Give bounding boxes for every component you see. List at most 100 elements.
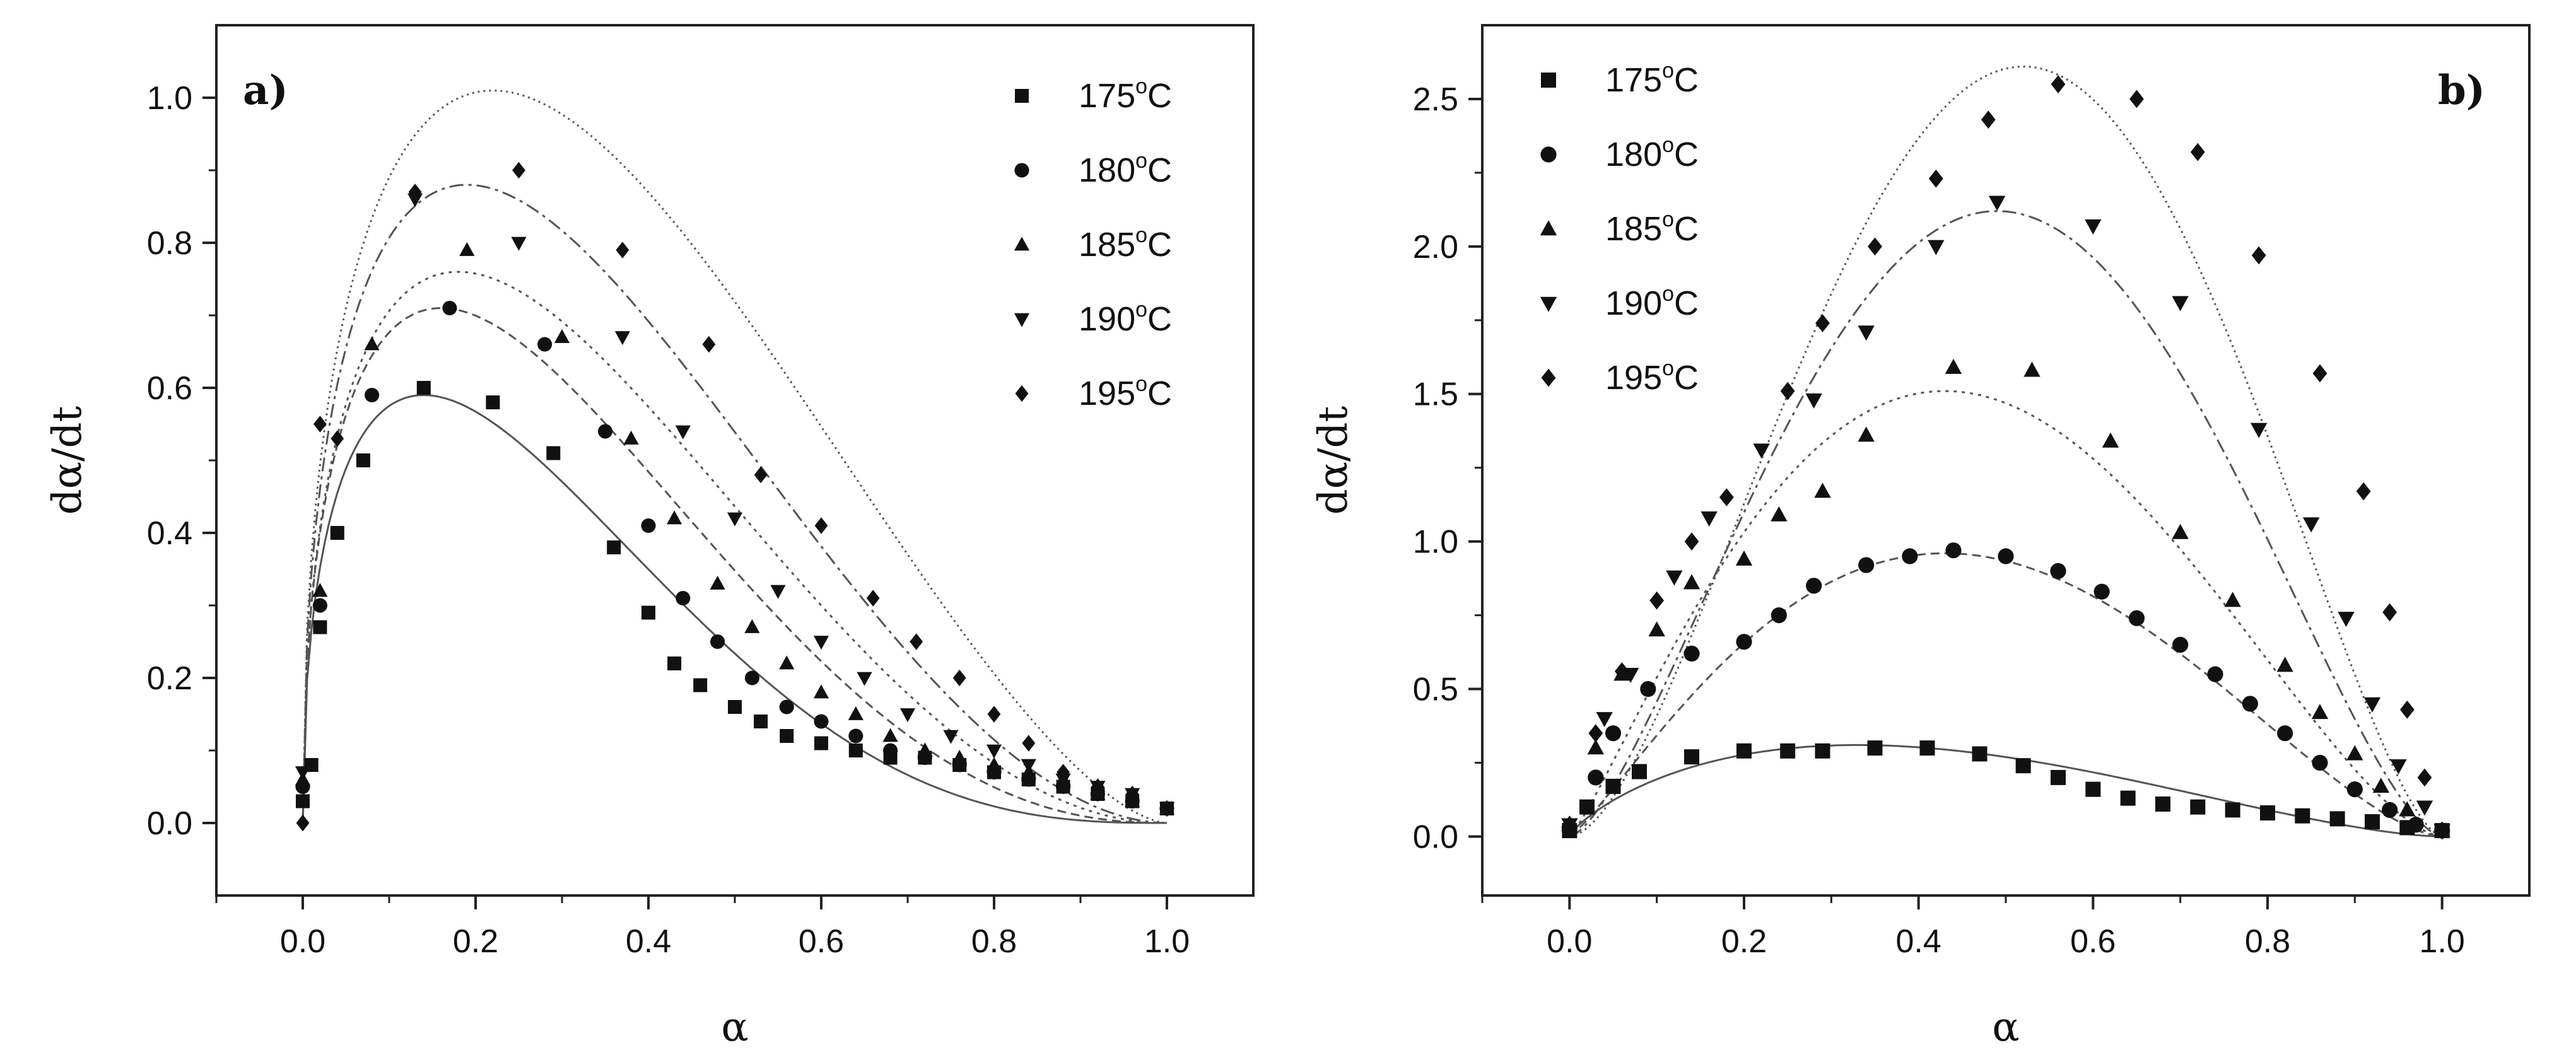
panel-b-point-180 <box>1858 557 1875 573</box>
panel-b-point-180 <box>1683 645 1700 662</box>
panel-b-legend-label-180: 180oC <box>1605 133 1699 173</box>
panel-a-point-195 <box>616 242 629 259</box>
panel-b-point-185 <box>1648 621 1665 637</box>
panel-a-point-175 <box>780 729 794 743</box>
panel-a-point-190 <box>857 672 872 686</box>
panel-a-point-175 <box>296 794 310 808</box>
panel-b-point-175 <box>2190 799 2206 815</box>
panel-b-point-175 <box>2120 790 2136 806</box>
panel-b-x-tick-label: 1.0 <box>2420 923 2465 960</box>
panel-b-y-tick-label: 1.0 <box>1413 524 1458 561</box>
panel-b-point-190 <box>2085 219 2102 235</box>
panel-a-y-tick-label: 1.0 <box>147 80 192 117</box>
panel-b-point-195 <box>2382 603 2397 622</box>
panel-a-x-tick-label: 0.0 <box>280 923 325 960</box>
panel-b-point-185 <box>2346 745 2363 761</box>
panel-a-point-175 <box>607 540 621 554</box>
panel-a-point-190 <box>614 331 630 346</box>
panel-a-point-175 <box>330 526 344 540</box>
panel-a-fit-curve-190 <box>302 184 1168 824</box>
panel-b-point-175 <box>1815 743 1830 759</box>
panel-a-y-tick-label: 0.6 <box>147 370 192 407</box>
panel-b-point-195 <box>2312 364 2327 383</box>
panel-b-point-190 <box>1928 240 1945 255</box>
panel-a-point-180 <box>814 714 829 729</box>
panel-b-point-185 <box>2224 592 2241 607</box>
panel-a-point-175 <box>848 744 863 757</box>
panel-b-point-185 <box>2276 656 2293 672</box>
panel-b-legend-marker-195 <box>1541 368 1556 387</box>
panel-b-point-175 <box>2329 811 2345 827</box>
panel-b-y-tick-label: 2.0 <box>1413 229 1458 266</box>
panel-a-legend-marker-175 <box>1015 89 1029 103</box>
panel-b-point-195 <box>1588 724 1603 743</box>
panel-b-chart: 0.0 0.2 0.4 0.6 0.8 1.0 0.0 0.5 1.0 1.5 2.0 2.5 α dα/… <box>1310 24 2531 1051</box>
panel-b-point-185 <box>1945 358 1962 374</box>
panel-a-point-195 <box>952 669 966 687</box>
panel-b-point-195 <box>1614 662 1629 680</box>
panel-a-legend-marker-195 <box>1015 385 1029 402</box>
panel-b-legend-marker-190 <box>1540 296 1557 312</box>
panel-b-point-180 <box>2172 636 2189 653</box>
panel-a-point-185 <box>813 684 829 699</box>
panel-b-point-175 <box>1632 764 1647 779</box>
panel-b-point-195 <box>2190 143 2205 161</box>
panel-b-point-190 <box>2416 800 2433 816</box>
panel-b-legend-marker-175 <box>1541 73 1556 88</box>
panel-b-point-180 <box>2346 781 2363 798</box>
panel-a-point-185 <box>779 655 795 670</box>
panel-a-point-180 <box>779 699 794 715</box>
panel-a-x-tick-label: 0.4 <box>626 923 671 960</box>
panel-b-point-195 <box>1928 169 1943 188</box>
panel-a-point-185 <box>364 336 380 351</box>
panel-a-point-175 <box>356 453 370 467</box>
panel-a-point-195 <box>1022 735 1036 752</box>
panel-b-point-195 <box>2435 821 2450 840</box>
panel-b-series-195 <box>1562 75 2450 840</box>
panel-b-y-tick-label: 2.5 <box>1413 81 1458 118</box>
panel-b-point-195 <box>1562 815 1577 834</box>
panel-a-point-180 <box>597 424 613 439</box>
panel-b-point-180 <box>1771 607 1787 624</box>
panel-a-series-195 <box>296 161 1174 832</box>
panel-a-point-180 <box>848 728 864 744</box>
panel-b-legend-marker-185 <box>1540 220 1557 236</box>
panel-a-x-tick-label: 1.0 <box>1144 923 1190 960</box>
panel-a-point-195 <box>987 706 1001 723</box>
panel-b-point-175 <box>2015 758 2031 774</box>
panel-b-point-185 <box>1858 426 1875 442</box>
panel-b-point-195 <box>1649 591 1665 610</box>
panel-a-point-190 <box>1021 759 1036 773</box>
panel-b-point-175 <box>1684 749 1699 765</box>
panel-b-point-175 <box>1579 799 1595 815</box>
panel-b-point-180 <box>2242 696 2258 712</box>
panel-b-point-185 <box>2399 801 2416 817</box>
panel-b-point-190 <box>1805 393 1822 409</box>
panel-a-point-185 <box>312 583 328 597</box>
panel-a-point-175 <box>486 395 500 409</box>
panel-a-point-195 <box>754 466 768 484</box>
panel-b-point-190 <box>1596 712 1613 728</box>
panel-a-x-tick-label: 0.6 <box>799 923 844 960</box>
panel-b-point-195 <box>1815 314 1830 332</box>
panel-b-point-190 <box>2250 423 2268 438</box>
panel-b-point-185 <box>1587 739 1605 755</box>
panel-b-point-185 <box>2023 361 2040 377</box>
panel-a-point-175 <box>416 381 431 395</box>
panel-b-x-tick-label: 0.4 <box>1896 923 1941 960</box>
panel-a-point-190 <box>943 730 959 744</box>
panel-b-point-185 <box>2172 523 2189 539</box>
panel-b-point-190 <box>2363 697 2381 713</box>
panel-b-x-tick-label: 0.8 <box>2245 923 2290 960</box>
panel-a-point-185 <box>459 242 475 256</box>
panel-a-point-195 <box>512 161 525 179</box>
panel-a-point-180 <box>365 387 380 403</box>
panel-a-y-tick-label: 0.8 <box>147 225 192 262</box>
panel-a-point-180 <box>744 670 759 686</box>
panel-a-point-180 <box>710 634 725 650</box>
panel-a-legend-label-190: 190oC <box>1079 298 1172 338</box>
panel-b-y-tick-label: 0.0 <box>1413 819 1458 855</box>
panel-a-point-175 <box>667 656 682 670</box>
panel-a-legend-marker-180 <box>1014 163 1029 178</box>
panel-b-x-tick-label: 0.2 <box>1721 923 1767 960</box>
